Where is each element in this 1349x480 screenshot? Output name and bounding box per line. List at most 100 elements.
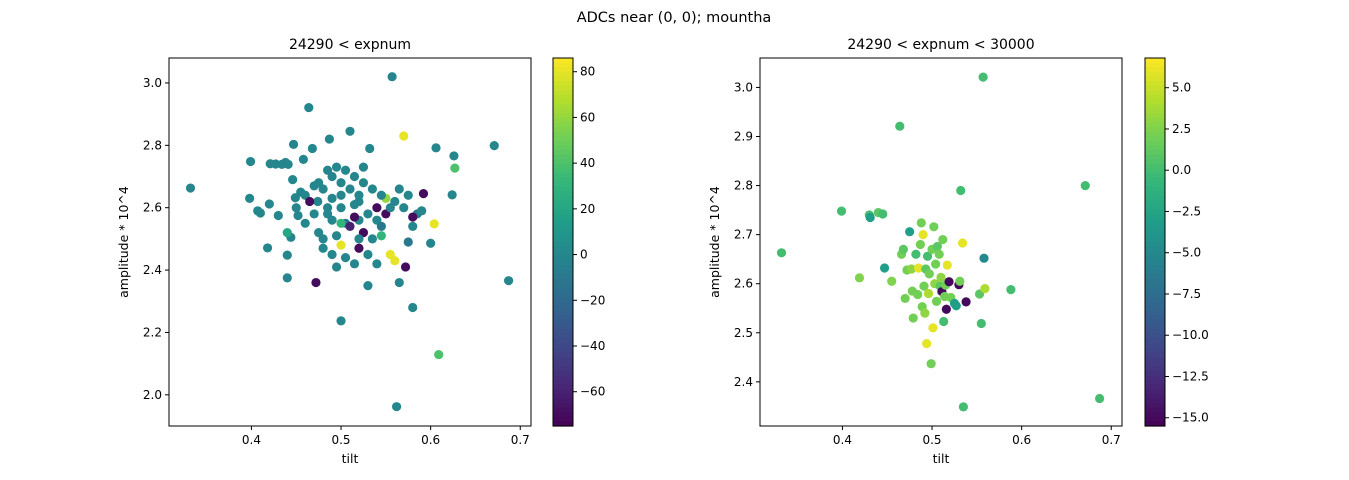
colorbar-tick-label: −15.0 [1172, 411, 1209, 425]
scatter-point [385, 203, 395, 213]
scatter-point [776, 248, 787, 258]
y-tick-label: 2.7 [734, 228, 753, 242]
colorbar-segment [1145, 366, 1165, 372]
x-tick-label: 0.4 [242, 433, 261, 447]
scatter-point [920, 308, 930, 318]
scatter-point [327, 249, 337, 260]
colorbar-segment [553, 90, 573, 96]
y-tick-label: 2.2 [143, 325, 162, 339]
colorbar-segment [553, 283, 573, 289]
colorbar-segment [1145, 407, 1165, 413]
colorbar-segment [553, 108, 573, 114]
colorbar-segment [1145, 251, 1165, 257]
scatter-point [928, 323, 938, 333]
colorbar: −15.0 −12.5 −10.0 −7.5 −5.0 −2.5 0.0 2.5 5.0 [1144, 57, 1209, 427]
colorbar-segment [553, 297, 573, 303]
colorbar-segment [1145, 140, 1165, 146]
scatter-point [911, 249, 921, 259]
colorbar-segment [1145, 90, 1165, 96]
colorbar-segment [553, 338, 573, 344]
scatter-point [932, 241, 943, 252]
scatter-point [336, 190, 346, 200]
scatter-point [296, 187, 306, 197]
scatter-point [936, 272, 946, 282]
colorbar-segment [1145, 338, 1165, 344]
scatter-point [262, 243, 273, 253]
colorbar-segment [553, 384, 573, 390]
y-tick-label: 2.6 [734, 277, 753, 291]
colorbar-segment [553, 94, 573, 100]
colorbar-segment [553, 117, 573, 123]
scatter-point [349, 259, 360, 269]
scatter-point [399, 131, 409, 141]
colorbar-segment [553, 205, 573, 211]
scatter-point [367, 234, 378, 244]
colorbar-tick-label: 0 [580, 248, 588, 262]
x-tick-label: 0.4 [833, 433, 852, 447]
colorbar-segment [1145, 223, 1165, 229]
colorbar-segment [1145, 352, 1165, 358]
colorbar-segment [553, 113, 573, 119]
scatter-point [345, 126, 355, 136]
colorbar-segment [553, 324, 573, 330]
colorbar-segment [1145, 209, 1165, 215]
colorbar-segment [1145, 412, 1165, 418]
colorbar-segment [553, 246, 573, 252]
colorbar-segment [1145, 398, 1165, 404]
colorbar-segment [1145, 191, 1165, 197]
scatter-point [900, 293, 910, 304]
y-tick-label: 2.8 [734, 179, 753, 193]
scatter-point [980, 284, 990, 294]
scatter-point [922, 251, 933, 261]
scatter-point [878, 209, 888, 219]
scatter-point [363, 281, 373, 291]
colorbar-segment [1145, 99, 1165, 105]
y-tick-label: 2.6 [143, 201, 162, 215]
colorbar-segment [553, 255, 573, 261]
scatter-point [926, 359, 936, 369]
colorbar-segment [553, 251, 573, 257]
colorbar-segment [1145, 168, 1165, 174]
colorbar-segment [553, 278, 573, 284]
scatter-point [400, 262, 411, 272]
colorbar-segment [1145, 361, 1165, 367]
colorbar-segment [1145, 219, 1165, 225]
scatter-point [976, 318, 986, 329]
colorbar-segment [1145, 306, 1165, 312]
colorbar-tick-label: 60 [580, 110, 595, 124]
colorbar-segment [553, 412, 573, 418]
colorbar-tick-label: 0.0 [1172, 163, 1191, 177]
colorbar-segment [553, 292, 573, 298]
scatter-point [336, 178, 346, 188]
colorbar-tick-label: −60 [580, 385, 605, 399]
scatter-point [918, 230, 928, 240]
scatter-point [313, 196, 323, 207]
colorbar-segment [553, 398, 573, 404]
colorbar-segment [1145, 343, 1165, 349]
colorbar-segment [553, 361, 573, 367]
scatter-point [939, 316, 949, 327]
scatter-point [363, 209, 373, 219]
colorbar-segment [553, 370, 573, 376]
x-axis-label: tilt [342, 451, 359, 466]
y-axis-label: amplitude * 10^4 [707, 186, 722, 298]
colorbar-tick-label: −20 [580, 293, 605, 307]
scatter-point [399, 203, 409, 213]
colorbar-segment [553, 389, 573, 395]
y-tick-label: 3.0 [734, 80, 753, 94]
scatter-point [327, 215, 337, 225]
scatter-point [1080, 180, 1090, 191]
scatter-point [345, 221, 355, 232]
colorbar-segment [553, 274, 573, 280]
scatter-point [403, 190, 413, 200]
colorbar-segment [1145, 228, 1165, 234]
scatter-point [282, 250, 292, 260]
colorbar-tick-label: 2.5 [1172, 122, 1191, 136]
scatter-point [336, 240, 346, 250]
colorbar-segment [1145, 242, 1165, 248]
colorbar-segment [553, 127, 573, 133]
colorbar-segment [553, 214, 573, 220]
scatter-point [358, 162, 369, 172]
panel-title: 24290 < expnum [289, 37, 411, 53]
